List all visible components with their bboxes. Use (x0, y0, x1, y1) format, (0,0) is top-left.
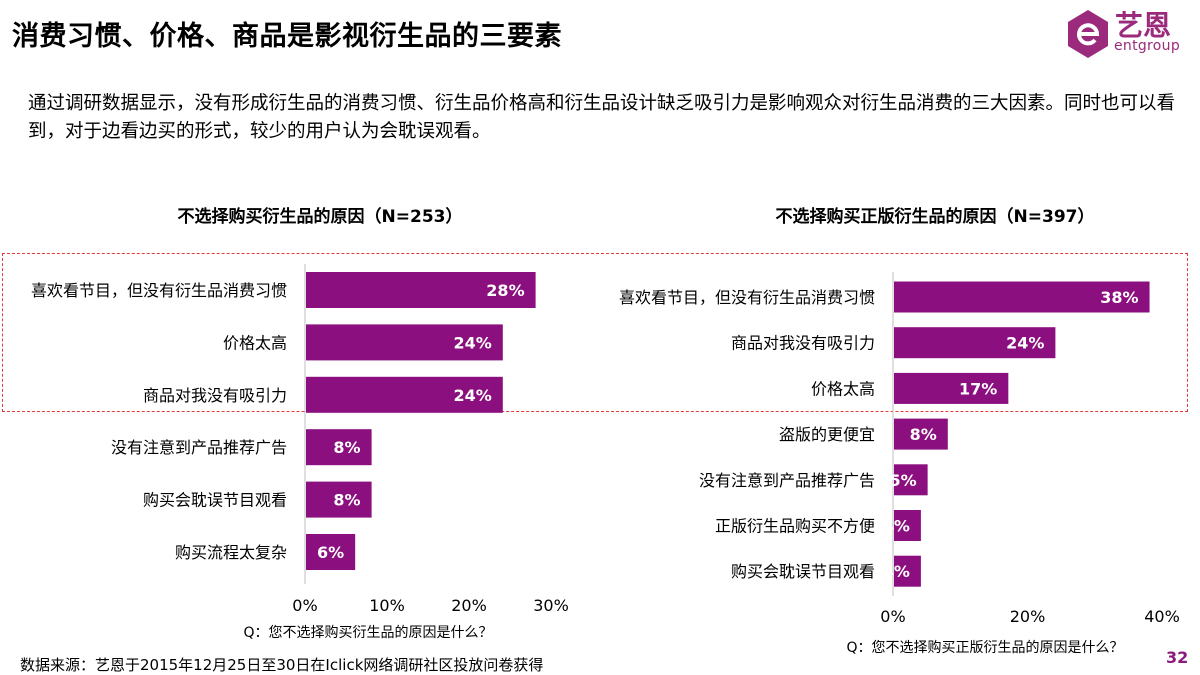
page-title: 消费习惯、价格、商品是影视衍生品的三要素 (12, 21, 562, 52)
category-label: 购买会耽误节目观看 (143, 491, 287, 510)
bar (894, 555, 921, 587)
bar (306, 376, 503, 413)
category-label: 没有注意到产品推荐广告 (111, 438, 287, 457)
data-label: 24% (1006, 334, 1044, 353)
bar (894, 372, 1009, 404)
category-label: 购买会耽误节目观看 (731, 562, 875, 581)
bar (894, 327, 1056, 359)
x-tick-label: 40% (1144, 607, 1180, 626)
logo-name: 艺恩 (1115, 9, 1172, 42)
bar (306, 324, 503, 361)
category-label: 喜欢看节目，但没有衍生品消费习惯 (31, 281, 287, 300)
entgroup-logo (1068, 10, 1108, 58)
data-label: 24% (454, 333, 492, 352)
data-label: 24% (454, 386, 492, 405)
category-label: 商品对我没有吸引力 (143, 386, 287, 405)
data-source-footer: 数据来源：艺恩于2015年12月25日至30日在Iclick网络调研社区投放问卷… (20, 656, 544, 674)
bar (306, 534, 356, 570)
bar (894, 418, 948, 450)
category-label: 购买流程太复杂 (175, 543, 287, 562)
x-tick-label: 0% (880, 607, 905, 626)
intro-paragraph: 通过调研数据显示，没有形成衍生品的消费习惯、衍生品价格高和衍生品设计缺乏吸引力是… (28, 93, 1176, 142)
bar (894, 510, 921, 541)
category-label: 商品对我没有吸引力 (731, 334, 875, 353)
data-label: 4% (883, 517, 910, 536)
data-label: 28% (486, 281, 524, 300)
data-label: 8% (333, 491, 360, 510)
chart-title: 不选择购买正版衍生品的原因（N=397） (776, 206, 1095, 227)
category-label: 喜欢看节目，但没有衍生品消费习惯 (619, 288, 875, 307)
chart-question: Q：您不选择购买正版衍生品的原因是什么？ (846, 639, 1123, 656)
x-tick-label: 0% (292, 596, 317, 615)
logo-e-icon (1077, 23, 1100, 46)
x-tick-label: 20% (1010, 607, 1046, 626)
category-label: 没有注意到产品推荐广告 (699, 471, 875, 490)
data-label: 8% (333, 438, 360, 457)
category-label: 盗版的更便宜 (779, 425, 875, 444)
category-label: 价格太高 (811, 379, 875, 398)
page-number: 32 (1166, 648, 1189, 667)
bar (306, 481, 372, 518)
data-label: 8% (910, 425, 937, 444)
data-label: 6% (317, 543, 344, 562)
bar (306, 429, 372, 466)
logo-subtitle: entgroup (1114, 38, 1181, 54)
highlight-box (2, 253, 1188, 412)
bar (894, 464, 928, 496)
data-label: 4% (883, 562, 910, 581)
bar (306, 272, 536, 308)
x-tick-label: 20% (451, 596, 487, 615)
data-label: 5% (889, 471, 916, 490)
x-tick-label: 30% (533, 596, 569, 615)
chart-title: 不选择购买衍生品的原因（N=253） (178, 206, 463, 227)
data-label: 38% (1100, 288, 1138, 307)
x-tick-label: 10% (369, 596, 405, 615)
category-label: 价格太高 (223, 333, 287, 352)
data-label: 17% (959, 379, 997, 398)
chart-question: Q：您不选择购买衍生品的原因是什么？ (243, 624, 492, 641)
bar (894, 281, 1150, 313)
category-label: 正版衍生品购买不方便 (715, 517, 875, 536)
